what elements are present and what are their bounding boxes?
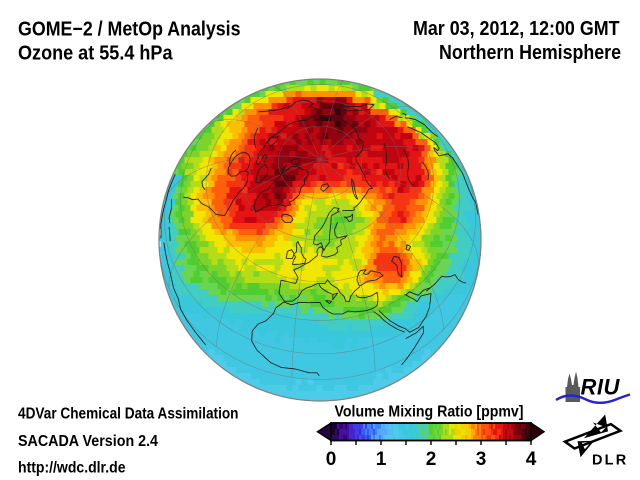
svg-text:DLR: DLR: [592, 453, 628, 469]
svg-text:Mar 03, 2012, 12:00 GMT: Mar 03, 2012, 12:00 GMT: [413, 18, 620, 40]
svg-text:4DVar Chemical Data Assimilati: 4DVar Chemical Data Assimilation: [18, 406, 239, 423]
svg-text:1: 1: [376, 449, 387, 470]
svg-text:Ozone at 55.4 hPa: Ozone at 55.4 hPa: [18, 43, 173, 65]
svg-text:SACADA Version 2.4: SACADA Version 2.4: [18, 433, 158, 450]
svg-text:http://wdc.dlr.de: http://wdc.dlr.de: [18, 460, 126, 477]
svg-text:Volume Mixing Ratio [ppmv]: Volume Mixing Ratio [ppmv]: [335, 404, 524, 421]
svg-text:2: 2: [426, 449, 437, 470]
svg-text:0: 0: [326, 449, 337, 470]
svg-text:4: 4: [526, 449, 537, 470]
svg-text:GOME−2 / MetOp Analysis: GOME−2 / MetOp Analysis: [18, 19, 241, 41]
svg-text:RIU: RIU: [581, 375, 621, 400]
svg-text:Northern Hemisphere: Northern Hemisphere: [439, 42, 621, 64]
svg-text:3: 3: [476, 449, 487, 470]
